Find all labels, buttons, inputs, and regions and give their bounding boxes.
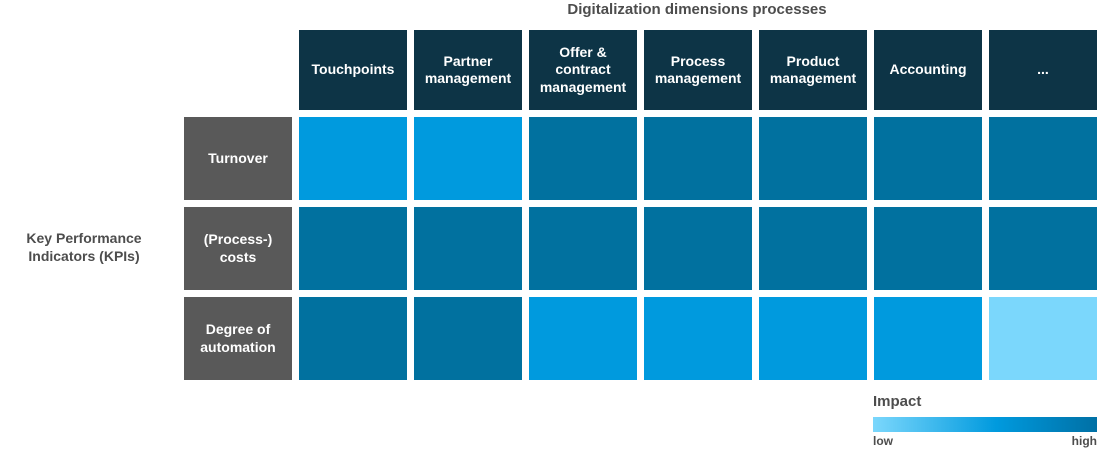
row-axis-title: Key Performance Indicators (KPIs) (26, 230, 142, 264)
matrix-cell (989, 207, 1097, 290)
column-header: Product management (759, 30, 867, 110)
matrix-cell (759, 297, 867, 380)
legend-low-label: low (873, 434, 893, 448)
column-header: Process management (644, 30, 752, 110)
row-header: Degree of automation (184, 297, 292, 380)
legend-labels: low high (873, 434, 1097, 448)
matrix-cell (759, 117, 867, 200)
corner-spacer (184, 30, 292, 110)
matrix-cell (874, 297, 982, 380)
matrix-cell (989, 117, 1097, 200)
matrix-cell (299, 117, 407, 200)
matrix-cell (414, 297, 522, 380)
matrix-cell (529, 297, 637, 380)
impact-gradient-bar (873, 417, 1097, 432)
matrix-cell (299, 207, 407, 290)
matrix-cell (989, 297, 1097, 380)
matrix-cell (299, 297, 407, 380)
matrix-cell (414, 207, 522, 290)
legend-high-label: high (1071, 434, 1097, 448)
matrix-cell (529, 117, 637, 200)
column-header: Touchpoints (299, 30, 407, 110)
matrix-cell (759, 207, 867, 290)
column-header: Accounting (874, 30, 982, 110)
matrix-cell (529, 207, 637, 290)
matrix-grid: Touchpoints Partner management Offer & con… (184, 30, 1097, 380)
column-axis-title: Digitalization dimensions processes (567, 1, 827, 18)
column-header: ... (989, 30, 1097, 110)
matrix-cell (644, 297, 752, 380)
matrix-cell (414, 117, 522, 200)
matrix-cell (644, 207, 752, 290)
column-header: Partner management (414, 30, 522, 110)
row-header: (Process-) costs (184, 207, 292, 290)
matrix-cell (874, 117, 982, 200)
column-header: Offer & contract management (529, 30, 637, 110)
legend-title: Impact (873, 393, 922, 410)
matrix-cell (874, 207, 982, 290)
impact-legend: Impact low high (873, 393, 1097, 448)
row-header: Turnover (184, 117, 292, 200)
matrix-cell (644, 117, 752, 200)
